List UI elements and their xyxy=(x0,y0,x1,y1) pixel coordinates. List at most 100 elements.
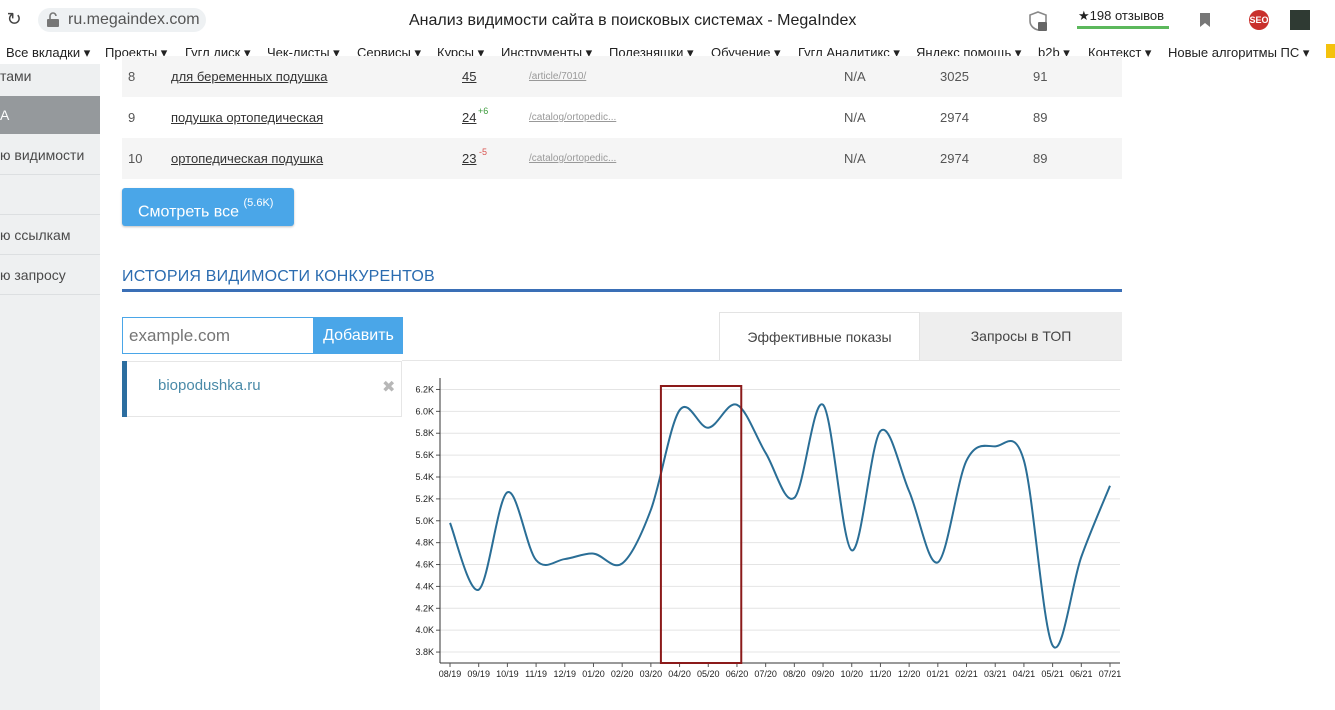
y-tick-label: 5.6K xyxy=(415,450,434,460)
x-tick-label: 02/21 xyxy=(955,669,978,679)
bookmark-all-tabs[interactable]: Все вкладки ▾ xyxy=(6,45,91,60)
x-tick-label: 03/20 xyxy=(640,669,663,679)
cell-frequency: 2974 xyxy=(940,151,969,166)
sidebar-divider xyxy=(0,294,100,295)
tab-top-queries[interactable]: Запросы в ТОП xyxy=(920,312,1122,361)
y-tick-label: 4.2K xyxy=(415,603,434,613)
query-link[interactable]: для беременных подушка xyxy=(171,69,328,84)
sidebar-item-links[interactable]: ю ссылкам xyxy=(0,227,71,243)
cell-na: N/A xyxy=(844,69,866,84)
legend-color-marker xyxy=(122,361,127,417)
view-all-button[interactable]: Смотреть все (5.6K) xyxy=(122,188,294,226)
y-tick-label: 4.8K xyxy=(415,538,434,548)
x-tick-label: 11/19 xyxy=(525,669,547,679)
query-link[interactable]: ортопедическая подушка xyxy=(171,151,324,166)
x-tick-label: 07/21 xyxy=(1099,669,1122,679)
x-tick-label: 11/20 xyxy=(870,669,892,679)
sidebar-divider xyxy=(0,214,100,215)
reviews-underline xyxy=(1077,26,1169,29)
sidebar-item-positions[interactable]: тами xyxy=(0,68,32,84)
y-tick-label: 4.0K xyxy=(415,625,434,635)
x-tick-label: 03/21 xyxy=(984,669,1007,679)
address-bar[interactable] xyxy=(38,8,206,32)
lock-icon[interactable] xyxy=(46,12,60,28)
url-link[interactable]: /article/7010/ xyxy=(529,71,587,82)
row-number: 9 xyxy=(128,110,136,125)
y-tick-label: 4.4K xyxy=(415,581,434,591)
highlight-box xyxy=(659,385,743,664)
table-row: 9 подушка ортопедическая 24 +6 /catalog/… xyxy=(122,97,1122,138)
x-tick-label: 02/20 xyxy=(611,669,634,679)
x-tick-label: 07/20 xyxy=(754,669,777,679)
reviews-badge[interactable]: ★198 отзывов xyxy=(1078,8,1165,23)
bookmark-new-algorithms[interactable]: Новые алгоритмы ПС ▾ xyxy=(1168,45,1310,60)
url-link[interactable]: /catalog/ortopedic... xyxy=(529,112,617,123)
series-line xyxy=(449,403,1111,649)
table-row: 8 для беременных подушка 45 /article/701… xyxy=(122,56,1122,97)
query-link[interactable]: подушка ортопедическая xyxy=(171,110,324,125)
x-tick-label: 05/21 xyxy=(1041,669,1064,679)
x-tick-label: 01/21 xyxy=(927,669,950,679)
position-link[interactable]: 45 xyxy=(462,69,477,84)
x-tick-label: 08/19 xyxy=(439,669,462,679)
cell-visibility: 89 xyxy=(1033,151,1048,166)
cell-visibility: 89 xyxy=(1033,110,1048,125)
position-delta: -5 xyxy=(479,147,488,157)
sidebar-active-item[interactable] xyxy=(0,96,100,134)
tab-effective-impressions[interactable]: Эффективные показы xyxy=(719,312,920,361)
remove-domain-icon[interactable]: ✖ xyxy=(382,379,396,396)
domain-input[interactable] xyxy=(122,317,314,354)
position-link[interactable]: 24 xyxy=(462,110,477,125)
sidebar-item-analysis[interactable]: А xyxy=(0,107,10,123)
view-all-count: (5.6K) xyxy=(243,197,274,209)
domain-legend-item xyxy=(122,361,402,417)
cell-na: N/A xyxy=(844,151,866,166)
x-tick-label: 06/21 xyxy=(1070,669,1093,679)
cell-na: N/A xyxy=(844,110,866,125)
url-text[interactable]: ru.megaindex.com xyxy=(68,11,200,28)
y-tick-label: 5.4K xyxy=(415,472,434,482)
x-tick-label: 09/20 xyxy=(812,669,835,679)
y-tick-label: 6.0K xyxy=(415,406,434,416)
y-tick-label: 6.2K xyxy=(415,384,434,394)
add-domain-button[interactable]: Добавить xyxy=(314,317,403,354)
reload-icon[interactable]: ↻ xyxy=(6,9,22,29)
table-row: 10 ортопедическая подушка 23 -5 /catalog… xyxy=(122,138,1122,179)
x-tick-label: 01/20 xyxy=(582,669,605,679)
extension-shield-icon[interactable] xyxy=(1027,10,1049,32)
bookmark-folder-icon[interactable] xyxy=(1326,44,1335,58)
tabs-divider xyxy=(402,360,1122,361)
legend-domain-name[interactable]: biopodushka.ru xyxy=(158,377,261,394)
x-tick-label: 12/19 xyxy=(554,669,577,679)
position-delta: +6 xyxy=(478,106,489,116)
row-number: 8 xyxy=(128,69,136,84)
x-tick-label: 08/20 xyxy=(783,669,806,679)
x-tick-label: 04/21 xyxy=(1013,669,1036,679)
view-all-label: Смотреть все xyxy=(138,203,240,221)
y-tick-label: 5.0K xyxy=(415,516,434,526)
row-number: 10 xyxy=(128,151,143,166)
sidebar-divider xyxy=(0,254,100,255)
y-tick-label: 5.8K xyxy=(415,428,434,438)
y-tick-label: 4.6K xyxy=(415,560,434,570)
cell-frequency: 3025 xyxy=(940,69,969,84)
window-title: Анализ видимости сайта в поисковых систе… xyxy=(409,12,857,29)
bookmark-icon[interactable] xyxy=(1199,12,1211,28)
sidebar-item-visibility[interactable]: ю видимости xyxy=(0,147,85,163)
sidebar xyxy=(0,64,100,710)
cell-frequency: 2974 xyxy=(940,110,969,125)
x-tick-label: 05/20 xyxy=(697,669,720,679)
x-tick-label: 04/20 xyxy=(668,669,691,679)
browser-titlebar: ↻ ru.megaindex.com Анализ видимости сайт… xyxy=(0,0,1335,40)
section-divider xyxy=(122,289,1122,292)
position-link[interactable]: 23 xyxy=(462,151,477,166)
x-tick-label: 10/19 xyxy=(496,669,519,679)
seo-extension-icon[interactable]: SEO xyxy=(1249,10,1269,30)
sidebar-divider xyxy=(0,174,100,175)
x-tick-label: 10/20 xyxy=(840,669,863,679)
green-extension-icon[interactable] xyxy=(1290,10,1310,30)
x-tick-label: 12/20 xyxy=(898,669,921,679)
sidebar-item-query[interactable]: ю запросу xyxy=(0,267,66,283)
url-link[interactable]: /catalog/ortopedic... xyxy=(529,153,617,164)
x-tick-label: 06/20 xyxy=(726,669,749,679)
